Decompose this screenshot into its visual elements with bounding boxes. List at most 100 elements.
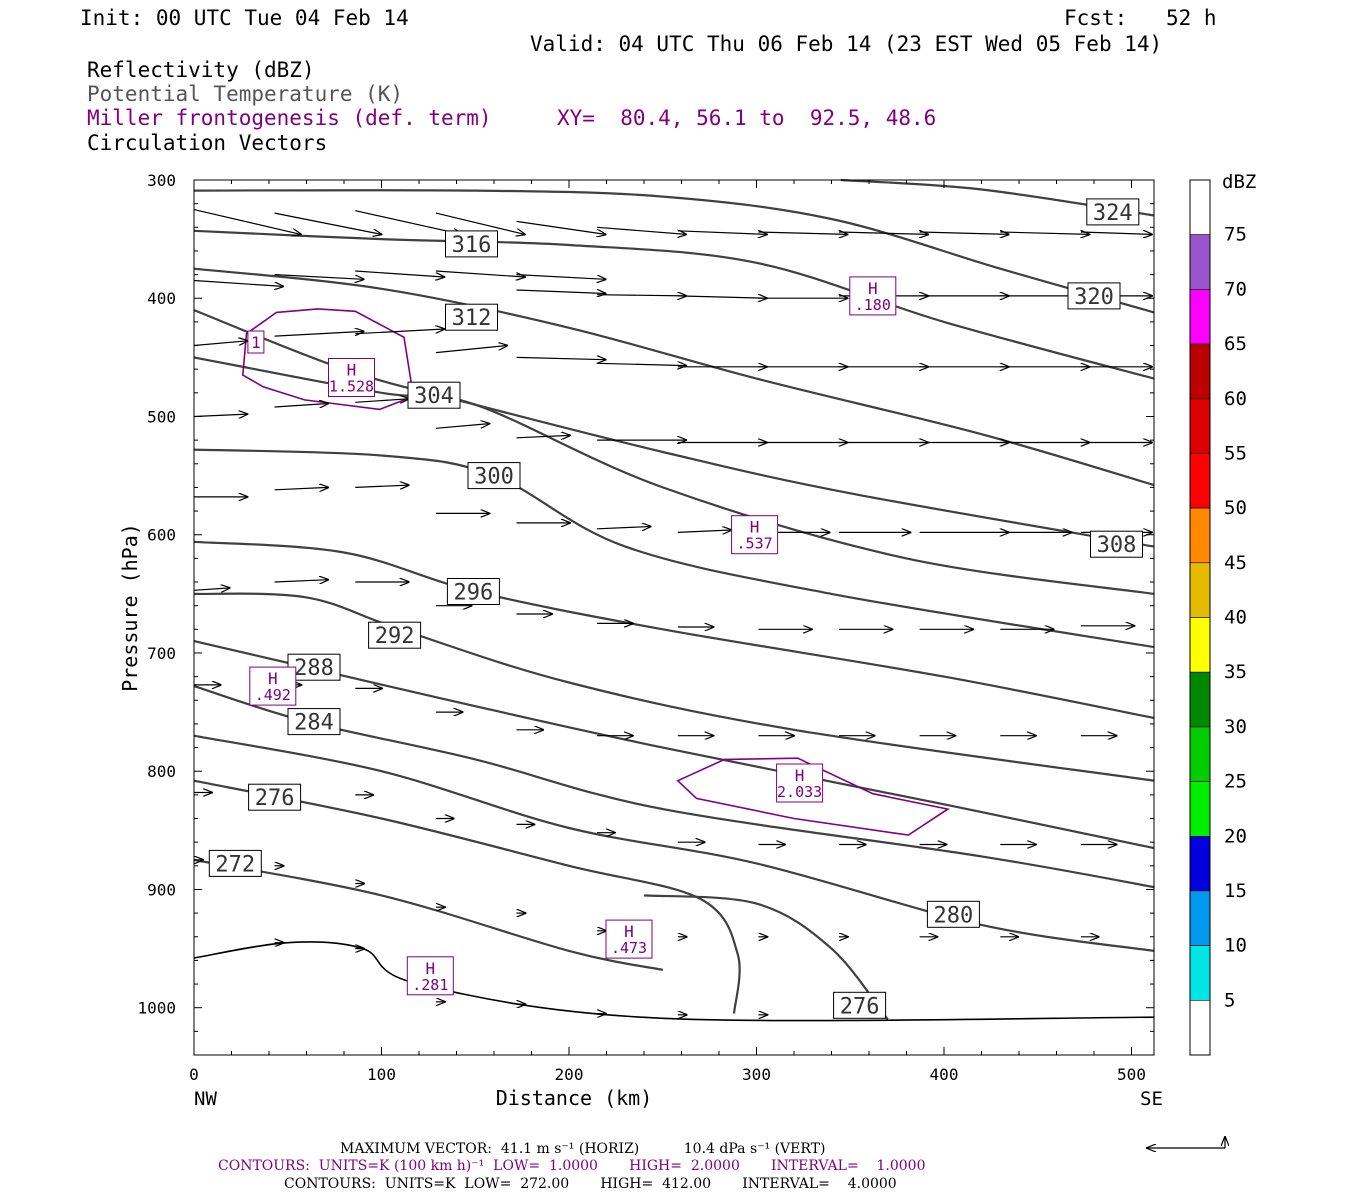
theta-label: 276 (255, 786, 295, 811)
theta-contour-line (193, 779, 741, 1014)
colorbar-label: 65 (1224, 333, 1247, 355)
circulation-vector (193, 588, 230, 590)
colorbar-label: 60 (1224, 388, 1247, 410)
theta-contour-line (193, 448, 1155, 649)
theta-label-box (208, 849, 262, 877)
x-tick-label: 400 (930, 1065, 959, 1084)
theta-label-box (407, 381, 461, 409)
colorbar-swatch (1189, 617, 1211, 673)
frontogenesis-contour-label-box (247, 330, 265, 354)
axes: 300 400 500 600 700 800 900 1000 0 100 200 300 400 50… (118, 171, 1163, 1110)
circulation-vector (597, 363, 686, 365)
theta-label-box (445, 303, 498, 331)
theta-contour-line (193, 309, 1155, 548)
field-reflectivity: Reflectivity (dBZ) (87, 58, 315, 82)
field-frontogenesis: Miller frontogenesis (def. term) (87, 106, 492, 130)
circulation-vector (355, 485, 408, 487)
theta-label-box (1090, 530, 1143, 558)
circulation-vector (516, 274, 606, 280)
y-tick-label: 600 (147, 526, 176, 545)
theta-label: 288 (294, 656, 334, 681)
circulation-vector (435, 424, 489, 429)
theta-contour-line (193, 858, 664, 971)
circulation-vector (1080, 232, 1152, 234)
theta-label: 272 (215, 852, 255, 877)
terrain-surface-line (193, 941, 1155, 1022)
frontogenesis-max-h: H (795, 766, 805, 785)
circulation-vector (758, 232, 847, 234)
circulation-vector (274, 487, 329, 489)
theta-label: 292 (375, 624, 415, 649)
theta-contour-line (193, 189, 1155, 314)
frontogenesis-max-value: .180 (855, 296, 891, 314)
x-tick-label: 500 (1117, 1065, 1146, 1084)
frontogenesis-max-value: .281 (412, 976, 448, 994)
circulation-vector (677, 231, 767, 235)
theta-label-box (833, 991, 887, 1019)
y-tick-label: 500 (147, 408, 176, 427)
colorbar-swatch (1189, 726, 1211, 782)
circulation-vector (274, 404, 329, 408)
colorbar-swatch (1189, 343, 1211, 400)
frontogenesis-max-h: H (425, 959, 435, 978)
frontogenesis-max-box (249, 666, 297, 706)
colorbar-swatch (1189, 671, 1211, 728)
circulation-vector (274, 580, 329, 582)
frontogenesis-max-value: .537 (737, 535, 773, 553)
circulation-vector (597, 527, 651, 529)
frontogenesis-max-value: 2.033 (777, 783, 822, 801)
frontogenesis-max-value: .473 (611, 939, 647, 957)
colorbar-swatch (1189, 890, 1211, 946)
circulation-vector (516, 220, 606, 234)
frontogenesis-max-box (731, 515, 779, 555)
theta-label: 300 (474, 465, 514, 490)
frontogenesis-max-h: H (268, 669, 278, 688)
circulation-vector (597, 295, 686, 296)
colorbar-swatch (1189, 234, 1211, 290)
circulation-vector (516, 290, 606, 294)
field-circulation-vectors: Circulation Vectors (87, 131, 328, 155)
theta-label: 304 (414, 384, 454, 409)
forecast-label: Fcst: (1064, 6, 1128, 30)
frontogenesis-max-h: H (868, 279, 878, 298)
x-tick-label: 200 (555, 1065, 584, 1084)
colorbar-swatch (1189, 179, 1211, 236)
circulation-vector (193, 279, 283, 287)
theta-label-box (1067, 282, 1121, 310)
endpoint-se: SE (1140, 1088, 1163, 1110)
colorbar-swatch (1189, 835, 1211, 892)
contour-labels: 324 320 316 312 308 304 300 296 292 288 284 280 276 2… (208, 198, 1143, 1019)
circulation-vector (677, 530, 731, 532)
theta-label: 320 (1074, 285, 1114, 310)
theta-label: 308 (1097, 533, 1137, 558)
theta-contours (193, 178, 1155, 1022)
field-potential-temperature: Potential Temperature (K) (87, 82, 404, 106)
theta-contour-line (193, 592, 1155, 782)
plot-frame (193, 179, 1155, 1056)
colorbar-swatch (1189, 289, 1211, 345)
colorbar-label: 5 (1224, 989, 1235, 1011)
y-tick-label: 700 (147, 644, 176, 663)
circulation-vector (677, 296, 767, 298)
frontogenesis-max-value: .492 (255, 686, 291, 704)
frontogenesis-max-value: 1.528 (329, 378, 374, 396)
y-tick-label: 300 (147, 171, 176, 190)
circulation-vector (193, 209, 301, 235)
colorbar-label: 10 (1224, 935, 1247, 957)
circulation-vector (274, 274, 364, 280)
theta-label: 276 (840, 994, 880, 1019)
x-tick-label: 0 (189, 1065, 199, 1084)
theta-label: 324 (1093, 201, 1133, 226)
init-time: Init: 00 UTC Tue 04 Feb 14 (80, 6, 409, 30)
frontogenesis-contour-label: 1 (251, 333, 261, 352)
circulation-vector (193, 341, 247, 347)
colorbar-frame (1189, 179, 1211, 1056)
theta-label-box (1086, 198, 1140, 226)
frontogenesis-contour (676, 757, 950, 836)
theta-label: 312 (452, 306, 492, 331)
frontogenesis-max-box (849, 276, 897, 316)
frontogenesis-max-box (328, 358, 375, 397)
colorbar-label: 30 (1224, 716, 1247, 738)
frontogenesis-contour-note: CONTOURS: UNITS=K (100 km h)⁻¹ LOW= 1.00… (218, 1158, 926, 1174)
